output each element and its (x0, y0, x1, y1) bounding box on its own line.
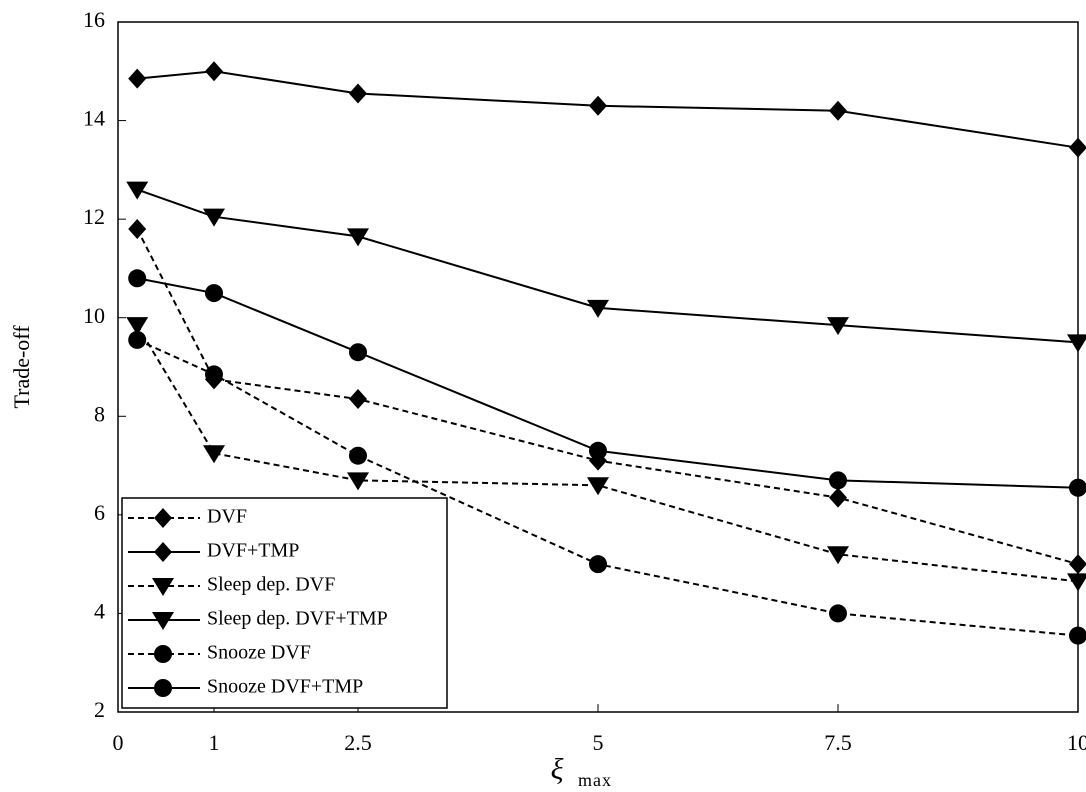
x-axis-label: ξ (551, 753, 564, 786)
marker (126, 182, 148, 200)
x-tick-label: 7.5 (824, 730, 852, 755)
y-tick-label: 2 (94, 697, 105, 722)
marker (1067, 334, 1086, 352)
legend-label: DVF (207, 506, 247, 528)
marker (349, 447, 367, 465)
marker (1069, 138, 1086, 158)
legend-label: Snooze DVF+TMP (207, 676, 363, 698)
legend-label: Sleep dep. DVF (207, 574, 335, 596)
x-tick-label: 5 (593, 730, 604, 755)
marker (829, 101, 847, 121)
marker (205, 61, 223, 81)
marker (128, 269, 146, 287)
marker (1069, 627, 1086, 645)
legend-label: Snooze DVF (207, 642, 311, 664)
marker (829, 604, 847, 622)
series-line (137, 71, 1078, 147)
marker (1069, 554, 1086, 574)
marker (349, 389, 367, 409)
chart: Trade-off ξ max 2 4 6 8 10 12 14 16 0 1 2.5 5 7.5 10 D… (0, 0, 1086, 792)
marker (1069, 479, 1086, 497)
marker (154, 679, 172, 697)
x-tick-label: 2.5 (344, 730, 372, 755)
y-axis-label: Trade-off (9, 325, 34, 409)
x-axis-label-subscript: max (578, 770, 612, 790)
y-tick-label: 12 (83, 204, 105, 229)
marker (128, 69, 146, 89)
x-tick-label: 1 (209, 730, 220, 755)
marker (829, 488, 847, 508)
marker (587, 477, 609, 495)
marker (349, 83, 367, 103)
y-tick-label: 8 (94, 401, 105, 426)
x-tick-label: 10 (1067, 730, 1086, 755)
y-tick-label: 10 (83, 303, 105, 328)
series-line (137, 278, 1078, 487)
marker (128, 331, 146, 349)
marker (347, 228, 369, 246)
legend-label: Sleep dep. DVF+TMP (207, 608, 388, 630)
marker (128, 219, 146, 239)
marker (829, 471, 847, 489)
marker (589, 96, 607, 116)
y-tick-label: 4 (94, 598, 105, 623)
y-tick-label: 14 (83, 106, 105, 131)
marker (1067, 573, 1086, 591)
marker (154, 645, 172, 663)
marker (205, 284, 223, 302)
marker (349, 343, 367, 361)
marker (589, 555, 607, 573)
x-tick-label: 0 (113, 730, 124, 755)
legend-label: DVF+TMP (207, 540, 299, 562)
y-tick-label: 6 (94, 500, 105, 525)
y-tick-label: 16 (83, 7, 105, 32)
marker (205, 365, 223, 383)
marker (589, 442, 607, 460)
marker (203, 445, 225, 463)
